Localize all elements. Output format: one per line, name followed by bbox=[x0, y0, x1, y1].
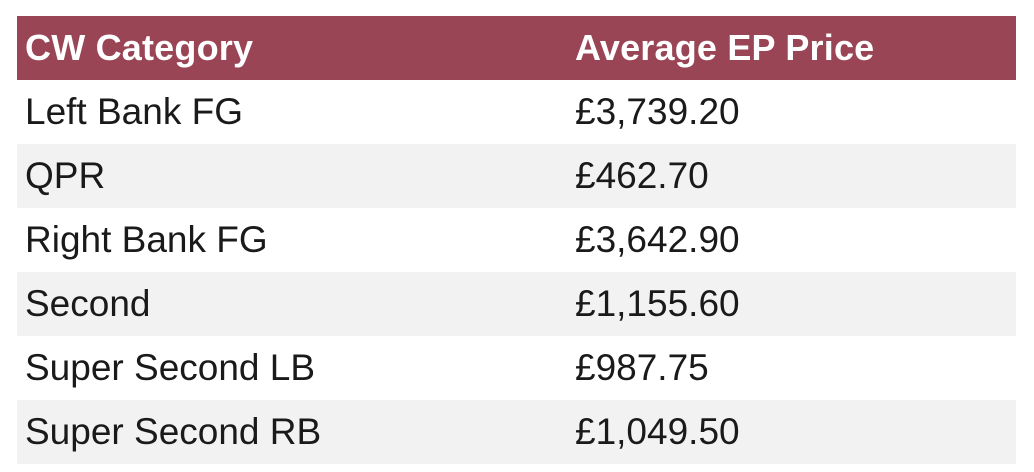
table-row: Second £1,155.60 bbox=[17, 272, 1016, 336]
price-cell: £1,049.50 bbox=[567, 400, 1016, 464]
price-cell: £987.75 bbox=[567, 336, 1016, 400]
category-cell: Super Second RB bbox=[17, 400, 567, 464]
table-row: Left Bank FG £3,739.20 bbox=[17, 80, 1016, 144]
price-table: CW Category Average EP Price Left Bank F… bbox=[17, 16, 1016, 464]
category-cell: Super Second LB bbox=[17, 336, 567, 400]
price-table-container: CW Category Average EP Price Left Bank F… bbox=[17, 16, 1016, 464]
table-header-row: CW Category Average EP Price bbox=[17, 16, 1016, 80]
category-cell: Left Bank FG bbox=[17, 80, 567, 144]
price-cell: £3,739.20 bbox=[567, 80, 1016, 144]
category-cell: Second bbox=[17, 272, 567, 336]
table-row: Super Second RB £1,049.50 bbox=[17, 400, 1016, 464]
column-header-average-ep-price: Average EP Price bbox=[567, 16, 1016, 80]
price-cell: £3,642.90 bbox=[567, 208, 1016, 272]
column-header-category: CW Category bbox=[17, 16, 567, 80]
category-cell: QPR bbox=[17, 144, 567, 208]
table-row: Right Bank FG £3,642.90 bbox=[17, 208, 1016, 272]
category-cell: Right Bank FG bbox=[17, 208, 567, 272]
price-cell: £462.70 bbox=[567, 144, 1016, 208]
table-row: Super Second LB £987.75 bbox=[17, 336, 1016, 400]
table-row: QPR £462.70 bbox=[17, 144, 1016, 208]
price-cell: £1,155.60 bbox=[567, 272, 1016, 336]
